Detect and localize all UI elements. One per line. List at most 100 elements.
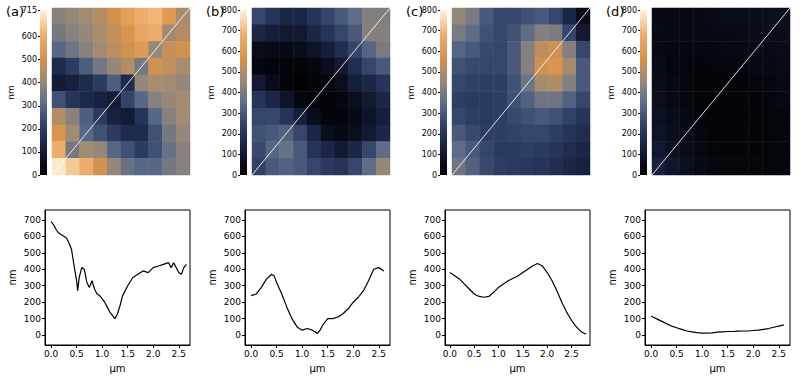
svg-text:(d): (d) bbox=[606, 4, 624, 19]
svg-text:2.5: 2.5 bbox=[564, 349, 578, 359]
svg-text:nm: nm bbox=[406, 85, 416, 99]
svg-text:0.0: 0.0 bbox=[44, 349, 59, 359]
svg-text:300: 300 bbox=[24, 281, 41, 291]
svg-text:0.5: 0.5 bbox=[69, 349, 83, 359]
svg-text:1.5: 1.5 bbox=[321, 349, 335, 359]
svg-text:100: 100 bbox=[422, 150, 437, 159]
svg-text:400: 400 bbox=[24, 264, 41, 274]
svg-text:nm: nm bbox=[207, 269, 218, 285]
svg-text:700: 700 bbox=[222, 26, 237, 35]
svg-text:1.0: 1.0 bbox=[95, 349, 110, 359]
svg-text:100: 100 bbox=[24, 314, 41, 324]
svg-text:nm: nm bbox=[6, 85, 16, 99]
svg-text:2.5: 2.5 bbox=[172, 349, 186, 359]
svg-text:400: 400 bbox=[22, 78, 37, 87]
svg-text:500: 500 bbox=[622, 67, 637, 76]
svg-text:600: 600 bbox=[422, 47, 437, 56]
svg-text:nm: nm bbox=[606, 85, 616, 99]
svg-text:700: 700 bbox=[224, 215, 241, 225]
svg-text:0.5: 0.5 bbox=[669, 349, 683, 359]
svg-text:700: 700 bbox=[422, 26, 437, 35]
svg-text:(c): (c) bbox=[406, 4, 423, 19]
svg-text:µm: µm bbox=[109, 363, 125, 374]
svg-text:600: 600 bbox=[424, 231, 441, 241]
svg-text:200: 200 bbox=[622, 129, 637, 138]
svg-text:500: 500 bbox=[24, 248, 41, 258]
svg-text:nm: nm bbox=[206, 85, 216, 99]
svg-text:200: 200 bbox=[624, 297, 641, 307]
svg-text:600: 600 bbox=[224, 231, 241, 241]
svg-text:600: 600 bbox=[222, 47, 237, 56]
svg-text:500: 500 bbox=[222, 67, 237, 76]
svg-text:2.0: 2.0 bbox=[540, 349, 555, 359]
svg-text:300: 300 bbox=[224, 281, 241, 291]
svg-text:300: 300 bbox=[222, 109, 237, 118]
svg-text:600: 600 bbox=[624, 231, 641, 241]
svg-text:500: 500 bbox=[624, 248, 641, 258]
svg-text:0.0: 0.0 bbox=[443, 349, 458, 359]
svg-text:500: 500 bbox=[422, 67, 437, 76]
svg-text:700: 700 bbox=[24, 215, 41, 225]
svg-text:0.5: 0.5 bbox=[269, 349, 283, 359]
svg-text:0: 0 bbox=[235, 330, 241, 340]
svg-text:1.5: 1.5 bbox=[121, 349, 135, 359]
svg-text:1.0: 1.0 bbox=[491, 349, 506, 359]
svg-text:600: 600 bbox=[24, 231, 41, 241]
svg-text:200: 200 bbox=[424, 297, 441, 307]
svg-text:1.0: 1.0 bbox=[695, 349, 710, 359]
svg-text:600: 600 bbox=[22, 32, 37, 41]
svg-text:0: 0 bbox=[435, 330, 441, 340]
svg-text:(a): (a) bbox=[6, 4, 24, 19]
svg-text:0: 0 bbox=[432, 171, 437, 180]
svg-text:400: 400 bbox=[624, 264, 641, 274]
svg-text:300: 300 bbox=[622, 109, 637, 118]
svg-text:700: 700 bbox=[624, 215, 641, 225]
svg-text:800: 800 bbox=[422, 6, 437, 15]
svg-text:100: 100 bbox=[622, 150, 637, 159]
svg-text:100: 100 bbox=[424, 314, 441, 324]
svg-text:2.0: 2.0 bbox=[346, 349, 361, 359]
svg-text:200: 200 bbox=[422, 129, 437, 138]
svg-text:0: 0 bbox=[232, 171, 237, 180]
svg-text:0: 0 bbox=[632, 171, 637, 180]
svg-text:0: 0 bbox=[32, 171, 37, 180]
svg-text:nm: nm bbox=[407, 269, 418, 285]
svg-text:400: 400 bbox=[622, 88, 637, 97]
svg-text:2.5: 2.5 bbox=[372, 349, 386, 359]
svg-text:0.5: 0.5 bbox=[467, 349, 481, 359]
svg-text:1.0: 1.0 bbox=[295, 349, 310, 359]
svg-text:500: 500 bbox=[424, 248, 441, 258]
svg-text:700: 700 bbox=[622, 26, 637, 35]
svg-text:400: 400 bbox=[222, 88, 237, 97]
svg-text:100: 100 bbox=[222, 150, 237, 159]
svg-text:µm: µm bbox=[309, 363, 325, 374]
svg-text:300: 300 bbox=[624, 281, 641, 291]
svg-text:1.5: 1.5 bbox=[516, 349, 530, 359]
svg-text:500: 500 bbox=[224, 248, 241, 258]
svg-text:0: 0 bbox=[35, 330, 41, 340]
svg-text:100: 100 bbox=[22, 147, 37, 156]
svg-text:µm: µm bbox=[509, 363, 525, 374]
svg-text:400: 400 bbox=[424, 264, 441, 274]
svg-text:200: 200 bbox=[222, 129, 237, 138]
svg-text:100: 100 bbox=[224, 314, 241, 324]
svg-text:2.0: 2.0 bbox=[146, 349, 161, 359]
svg-text:(b): (b) bbox=[206, 4, 224, 19]
svg-text:nm: nm bbox=[7, 269, 18, 285]
svg-text:1.5: 1.5 bbox=[721, 349, 735, 359]
svg-text:µm: µm bbox=[709, 363, 725, 374]
svg-text:200: 200 bbox=[224, 297, 241, 307]
svg-text:400: 400 bbox=[422, 88, 437, 97]
svg-text:100: 100 bbox=[624, 314, 641, 324]
svg-text:0: 0 bbox=[635, 330, 641, 340]
svg-text:300: 300 bbox=[424, 281, 441, 291]
svg-text:500: 500 bbox=[22, 55, 37, 64]
svg-text:nm: nm bbox=[607, 269, 618, 285]
svg-text:2.0: 2.0 bbox=[746, 349, 761, 359]
svg-text:300: 300 bbox=[422, 109, 437, 118]
svg-text:0.0: 0.0 bbox=[644, 349, 659, 359]
svg-text:2.5: 2.5 bbox=[772, 349, 786, 359]
svg-text:700: 700 bbox=[424, 215, 441, 225]
svg-text:300: 300 bbox=[22, 101, 37, 110]
svg-text:200: 200 bbox=[22, 124, 37, 133]
